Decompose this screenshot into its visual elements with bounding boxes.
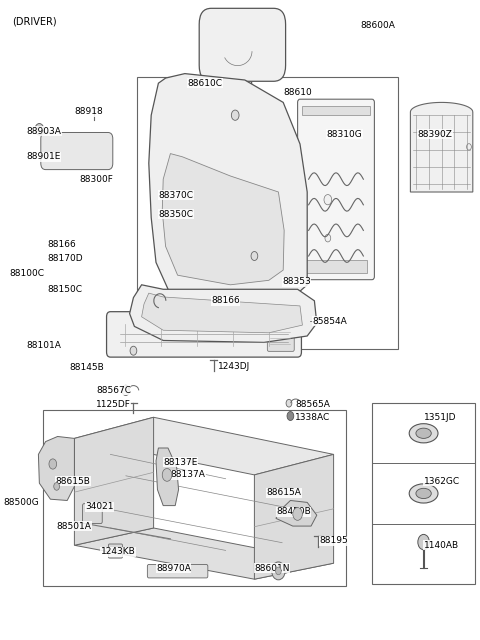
Polygon shape bbox=[130, 285, 317, 342]
Bar bbox=[43, 410, 346, 586]
Circle shape bbox=[325, 234, 331, 242]
Polygon shape bbox=[276, 500, 317, 526]
Circle shape bbox=[35, 124, 44, 135]
Circle shape bbox=[162, 468, 172, 481]
Text: 1243DJ: 1243DJ bbox=[218, 362, 251, 371]
Ellipse shape bbox=[416, 428, 432, 438]
Circle shape bbox=[231, 110, 239, 120]
Text: 34021: 34021 bbox=[85, 502, 114, 511]
Polygon shape bbox=[162, 154, 284, 285]
Text: 88500G: 88500G bbox=[4, 498, 39, 507]
Text: 88901E: 88901E bbox=[26, 152, 61, 161]
Text: 88390Z: 88390Z bbox=[418, 130, 453, 139]
Circle shape bbox=[228, 92, 235, 100]
Circle shape bbox=[276, 567, 281, 575]
Polygon shape bbox=[410, 102, 473, 192]
Text: 88567C: 88567C bbox=[96, 386, 131, 395]
Polygon shape bbox=[254, 454, 334, 579]
Text: 88101A: 88101A bbox=[26, 341, 61, 350]
Text: 88565A: 88565A bbox=[295, 400, 330, 409]
Text: 88600A: 88600A bbox=[360, 21, 395, 30]
Polygon shape bbox=[74, 528, 334, 579]
Text: 88100C: 88100C bbox=[10, 269, 45, 278]
Text: 88610C: 88610C bbox=[187, 79, 222, 88]
Text: 1140AB: 1140AB bbox=[424, 541, 459, 550]
Text: 88310G: 88310G bbox=[326, 130, 362, 139]
Bar bbox=[305, 260, 367, 273]
Text: 88610: 88610 bbox=[283, 88, 312, 97]
Text: 1125DF: 1125DF bbox=[96, 400, 131, 409]
Text: 88903A: 88903A bbox=[26, 127, 61, 136]
Text: 88166: 88166 bbox=[211, 296, 240, 305]
Polygon shape bbox=[38, 436, 74, 500]
FancyBboxPatch shape bbox=[267, 321, 294, 351]
Circle shape bbox=[306, 316, 313, 326]
Bar bbox=[372, 403, 475, 584]
FancyBboxPatch shape bbox=[107, 312, 301, 357]
Text: 88370C: 88370C bbox=[158, 191, 193, 200]
FancyBboxPatch shape bbox=[41, 132, 113, 170]
Bar bbox=[137, 77, 398, 349]
Polygon shape bbox=[149, 74, 307, 304]
Circle shape bbox=[248, 85, 254, 94]
Text: 88137E: 88137E bbox=[163, 458, 198, 467]
Ellipse shape bbox=[409, 484, 438, 503]
Text: 88137A: 88137A bbox=[170, 470, 205, 479]
FancyBboxPatch shape bbox=[147, 564, 208, 578]
Text: 85854A: 85854A bbox=[312, 317, 347, 326]
Circle shape bbox=[251, 252, 258, 260]
Circle shape bbox=[272, 562, 285, 580]
Text: 88195: 88195 bbox=[319, 536, 348, 545]
Text: 88970A: 88970A bbox=[156, 564, 191, 573]
Circle shape bbox=[418, 534, 429, 550]
Circle shape bbox=[286, 399, 292, 407]
Text: 88170D: 88170D bbox=[47, 254, 83, 263]
Text: 1351JD: 1351JD bbox=[424, 413, 456, 422]
FancyBboxPatch shape bbox=[302, 106, 370, 115]
Ellipse shape bbox=[409, 424, 438, 443]
Text: 88150C: 88150C bbox=[47, 285, 82, 294]
Text: 88501A: 88501A bbox=[57, 522, 92, 531]
Circle shape bbox=[37, 127, 41, 132]
Text: 88615A: 88615A bbox=[266, 488, 301, 497]
FancyBboxPatch shape bbox=[199, 8, 286, 81]
Polygon shape bbox=[74, 417, 334, 475]
Circle shape bbox=[287, 412, 294, 420]
Polygon shape bbox=[142, 293, 302, 333]
Text: 88353: 88353 bbox=[282, 277, 311, 286]
Text: (DRIVER): (DRIVER) bbox=[12, 16, 57, 26]
Circle shape bbox=[122, 385, 130, 396]
Polygon shape bbox=[74, 417, 154, 545]
Text: 88166: 88166 bbox=[47, 240, 76, 249]
Circle shape bbox=[49, 459, 57, 469]
Text: 88300F: 88300F bbox=[79, 175, 113, 184]
Circle shape bbox=[293, 508, 302, 520]
Ellipse shape bbox=[416, 488, 432, 499]
Circle shape bbox=[467, 143, 471, 150]
Text: 88350C: 88350C bbox=[158, 210, 193, 219]
Text: 88145B: 88145B bbox=[70, 364, 104, 372]
Polygon shape bbox=[156, 448, 179, 506]
Text: 88918: 88918 bbox=[74, 108, 103, 116]
FancyBboxPatch shape bbox=[298, 99, 374, 280]
Text: 1338AC: 1338AC bbox=[295, 413, 330, 422]
FancyBboxPatch shape bbox=[83, 504, 102, 524]
Circle shape bbox=[54, 483, 60, 490]
Text: 1362GC: 1362GC bbox=[424, 477, 460, 486]
Text: 88601N: 88601N bbox=[254, 564, 290, 573]
Text: 88450B: 88450B bbox=[276, 508, 311, 516]
Text: 88615B: 88615B bbox=[55, 477, 90, 486]
Text: 1243KB: 1243KB bbox=[101, 547, 135, 556]
Circle shape bbox=[324, 195, 332, 205]
Circle shape bbox=[130, 346, 137, 355]
FancyBboxPatch shape bbox=[108, 544, 122, 558]
